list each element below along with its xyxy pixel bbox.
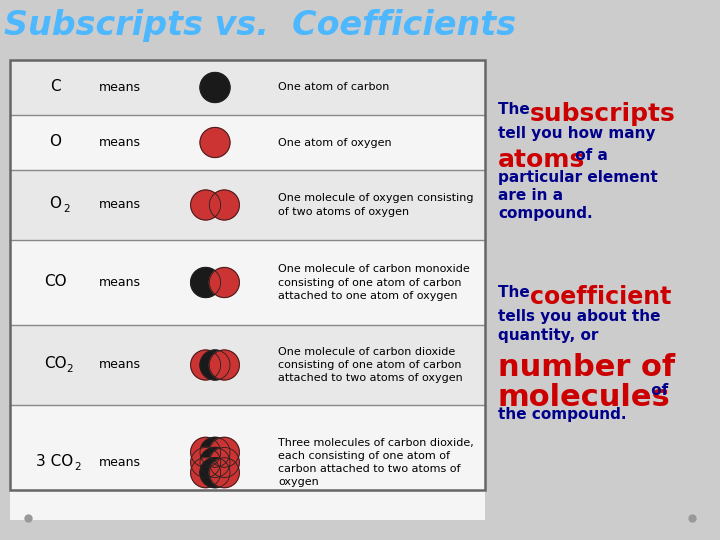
Text: One molecule of carbon monoxide
consisting of one atom of carbon
attached to one: One molecule of carbon monoxide consisti… bbox=[278, 264, 469, 301]
Circle shape bbox=[200, 448, 230, 477]
Circle shape bbox=[191, 267, 220, 298]
Circle shape bbox=[210, 458, 239, 488]
Text: O: O bbox=[49, 134, 61, 149]
Circle shape bbox=[210, 350, 239, 380]
Text: are in a: are in a bbox=[498, 188, 563, 203]
Circle shape bbox=[210, 437, 239, 467]
Text: 2: 2 bbox=[66, 364, 73, 374]
Circle shape bbox=[191, 448, 220, 477]
Text: coefficient: coefficient bbox=[530, 285, 671, 309]
Text: tells you about the: tells you about the bbox=[498, 309, 660, 324]
Circle shape bbox=[191, 190, 220, 220]
Text: CO: CO bbox=[44, 356, 66, 372]
FancyBboxPatch shape bbox=[10, 240, 485, 325]
Text: 2: 2 bbox=[74, 462, 81, 471]
Text: of: of bbox=[646, 383, 668, 398]
Text: the compound.: the compound. bbox=[498, 407, 626, 422]
Text: means: means bbox=[99, 456, 141, 469]
Text: One atom of carbon: One atom of carbon bbox=[278, 83, 390, 92]
Circle shape bbox=[200, 350, 230, 380]
FancyBboxPatch shape bbox=[10, 115, 485, 170]
Text: means: means bbox=[99, 359, 141, 372]
FancyBboxPatch shape bbox=[10, 170, 485, 240]
Circle shape bbox=[191, 458, 220, 488]
Circle shape bbox=[191, 350, 220, 380]
Text: The: The bbox=[498, 285, 535, 300]
Text: means: means bbox=[99, 136, 141, 149]
Circle shape bbox=[191, 437, 220, 467]
Text: particular element: particular element bbox=[498, 170, 658, 185]
Text: number of: number of bbox=[498, 353, 675, 382]
FancyBboxPatch shape bbox=[10, 405, 485, 520]
Text: means: means bbox=[99, 276, 141, 289]
Text: quantity, or: quantity, or bbox=[498, 328, 598, 343]
Text: CO: CO bbox=[44, 274, 66, 289]
Text: One molecule of carbon dioxide
consisting of one atom of carbon
attached to two : One molecule of carbon dioxide consistin… bbox=[278, 347, 463, 383]
FancyBboxPatch shape bbox=[10, 325, 485, 405]
Text: 2: 2 bbox=[63, 204, 69, 214]
Text: subscripts: subscripts bbox=[530, 102, 676, 126]
Text: The: The bbox=[498, 102, 535, 117]
Text: C: C bbox=[50, 79, 60, 94]
Circle shape bbox=[210, 190, 239, 220]
Text: O: O bbox=[49, 197, 61, 212]
Text: atoms: atoms bbox=[498, 148, 585, 172]
Circle shape bbox=[210, 448, 239, 477]
Circle shape bbox=[200, 437, 230, 467]
Text: means: means bbox=[99, 81, 141, 94]
Text: Three molecules of carbon dioxide,
each consisting of one atom of
carbon attache: Three molecules of carbon dioxide, each … bbox=[278, 438, 474, 487]
FancyBboxPatch shape bbox=[10, 60, 485, 490]
Text: of a: of a bbox=[570, 148, 608, 163]
Text: tell you how many: tell you how many bbox=[498, 126, 655, 141]
Text: 3 CO: 3 CO bbox=[37, 454, 73, 469]
FancyBboxPatch shape bbox=[10, 60, 485, 115]
Text: Subscripts vs.  Coefficients: Subscripts vs. Coefficients bbox=[4, 9, 516, 42]
Text: One molecule of oxygen consisting
of two atoms of oxygen: One molecule of oxygen consisting of two… bbox=[278, 193, 474, 217]
Circle shape bbox=[200, 458, 230, 488]
Circle shape bbox=[210, 267, 239, 298]
Circle shape bbox=[200, 72, 230, 103]
Circle shape bbox=[200, 127, 230, 158]
Text: molecules: molecules bbox=[498, 383, 671, 412]
Text: means: means bbox=[99, 199, 141, 212]
Text: compound.: compound. bbox=[498, 206, 593, 221]
Text: One atom of oxygen: One atom of oxygen bbox=[278, 138, 392, 147]
